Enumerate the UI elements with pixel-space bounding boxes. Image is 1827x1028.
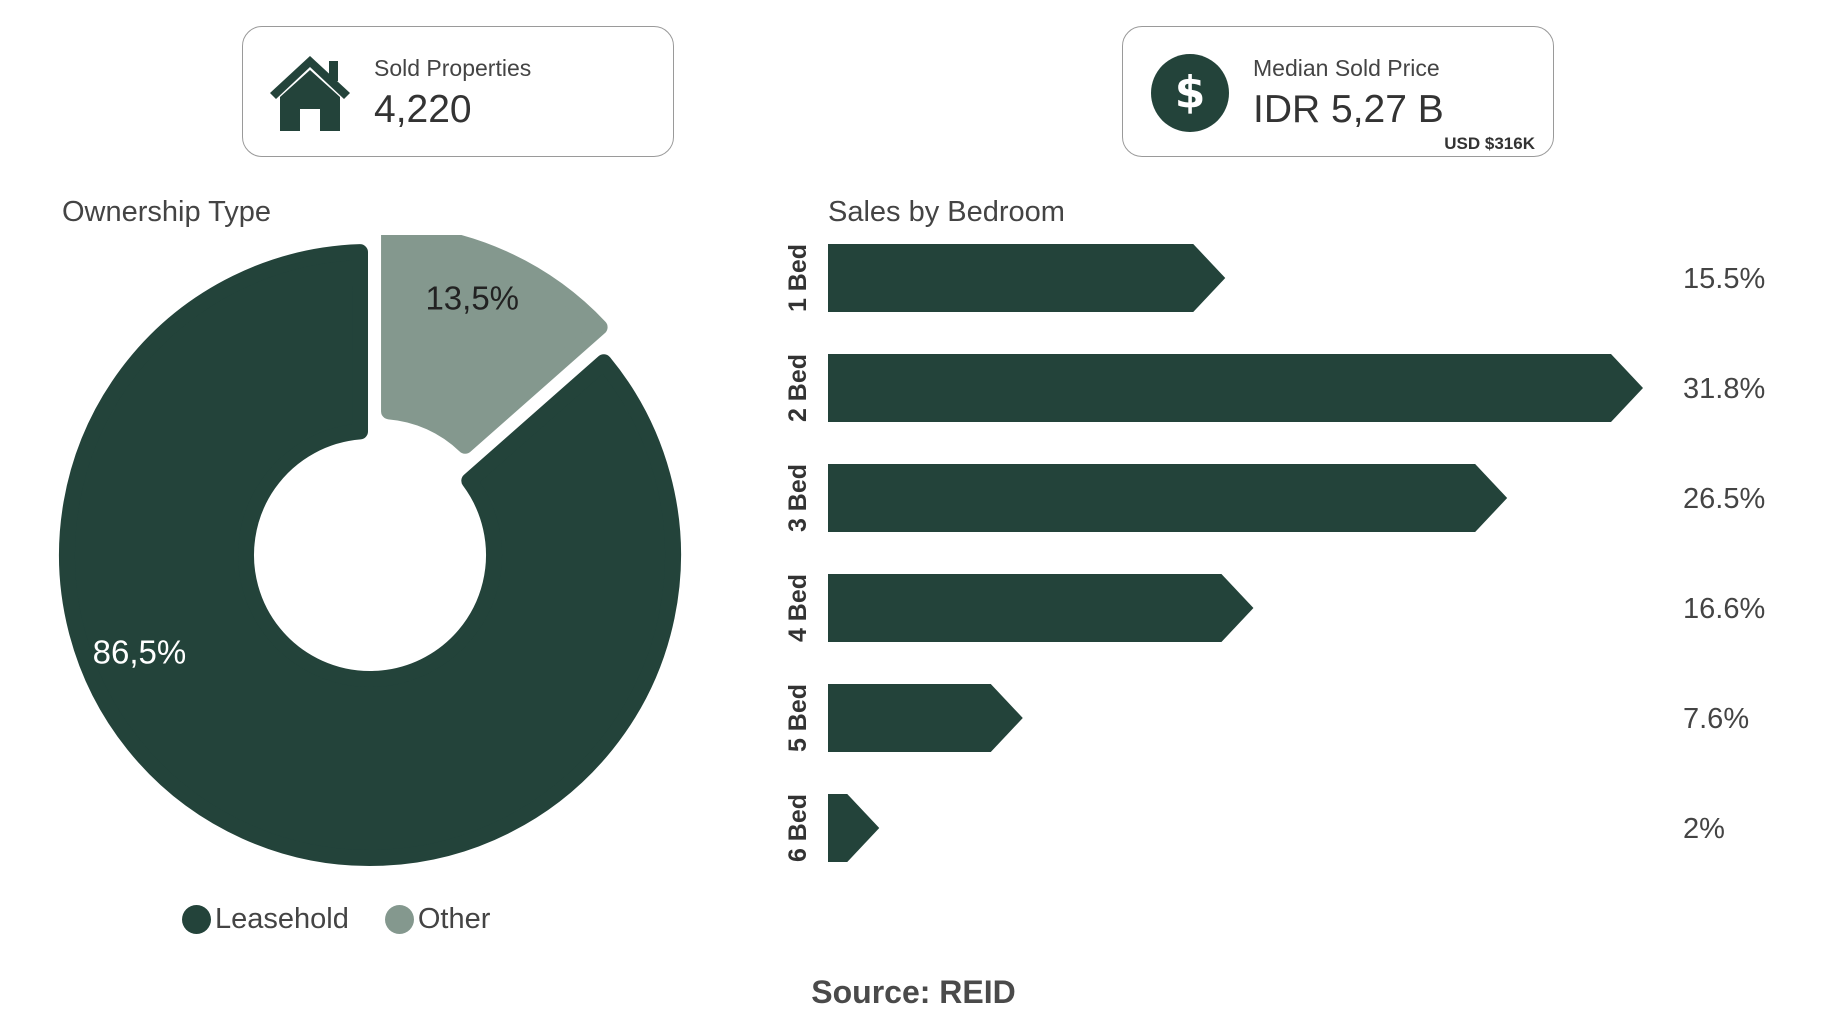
sold-properties-label: Sold Properties: [374, 55, 532, 81]
dollar-icon: $: [1151, 54, 1229, 132]
category-label-1-bed: 1 Bed: [784, 244, 812, 312]
donut-slice-leasehold: [59, 244, 681, 866]
legend-label-other: Other: [417, 903, 491, 935]
ownership-legend: Leasehold Other: [182, 903, 526, 936]
donut-label-leasehold: 86,5%: [93, 634, 187, 671]
legend-item-other: Other: [384, 903, 491, 936]
house-icon: [270, 56, 350, 131]
value-label-2-bed: 31.8%: [1683, 373, 1765, 405]
bar-5-bed: [828, 684, 1023, 752]
sold-properties-card: Sold Properties 4,220: [242, 26, 674, 157]
legend-swatch-other: [384, 905, 414, 934]
value-label-6-bed: 2%: [1683, 813, 1725, 845]
median-price-label: Median Sold Price: [1253, 55, 1440, 81]
value-label-1-bed: 15.5%: [1683, 263, 1765, 295]
donut-slice-other: [381, 235, 608, 454]
value-label-4-bed: 16.6%: [1683, 593, 1765, 625]
bar-1-bed: [828, 244, 1226, 312]
category-label-6-bed: 6 Bed: [784, 794, 812, 862]
legend-label-leasehold: Leasehold: [215, 903, 349, 935]
category-label-4-bed: 4 Bed: [784, 574, 812, 642]
bedroom-bar-chart: 1 Bed 15.5% 2 Bed 31.8% 3 Bed 26.5% 4 Bed 16.6%…: [784, 244, 1765, 862]
median-price-value: IDR 5,27 B: [1253, 88, 1444, 131]
value-label-3-bed: 26.5%: [1683, 483, 1765, 515]
legend-item-leasehold: Leasehold: [182, 903, 349, 936]
category-label-5-bed: 5 Bed: [784, 684, 812, 752]
bar-6-bed: [828, 794, 880, 862]
svg-text:$: $: [1175, 67, 1206, 118]
category-label-2-bed: 2 Bed: [784, 354, 812, 422]
sold-properties-value: 4,220: [374, 88, 472, 131]
median-price-card: $ Median Sold Price IDR 5,27 B USD $316K: [1122, 26, 1554, 157]
donut-label-other: 13,5%: [425, 280, 519, 317]
value-label-5-bed: 7.6%: [1683, 703, 1749, 735]
median-price-usd: USD $316K: [1444, 134, 1535, 153]
category-label-3-bed: 3 Bed: [784, 464, 812, 532]
ownership-title: Ownership Type: [62, 196, 272, 228]
legend-swatch-leasehold: [182, 905, 211, 934]
ownership-donut-chart: 13,5% 86,5%: [59, 235, 681, 866]
bar-4-bed: [828, 574, 1254, 642]
source-note: Source: REID: [811, 974, 1016, 1010]
bedroom-title: Sales by Bedroom: [828, 196, 1065, 228]
bar-2-bed: [828, 354, 1643, 422]
bar-3-bed: [828, 464, 1508, 532]
